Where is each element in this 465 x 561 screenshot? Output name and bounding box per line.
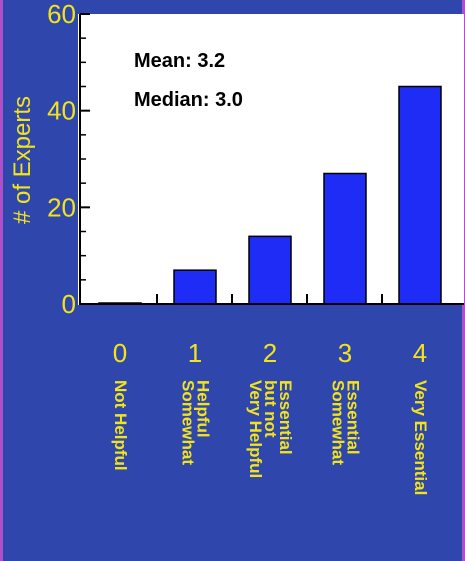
bar-1 bbox=[173, 269, 217, 305]
y-tick-label: 40 bbox=[47, 96, 76, 126]
category-description: Not Helpful bbox=[111, 380, 130, 471]
median-annotation: Median: 3.0 bbox=[134, 89, 243, 111]
x-tick-label: 0 bbox=[113, 338, 127, 368]
bar-3 bbox=[323, 172, 367, 305]
y-tick-label: 20 bbox=[47, 192, 76, 222]
y-tick-label: 60 bbox=[47, 0, 76, 29]
bar-4 bbox=[398, 85, 442, 305]
category-description: Very Essential bbox=[411, 380, 430, 495]
y-axis-label: # of Experts bbox=[9, 96, 36, 224]
category-description: Essential bbox=[344, 380, 363, 455]
category-description: Essential bbox=[276, 380, 295, 455]
mean-annotation: Mean: 3.2 bbox=[134, 50, 225, 72]
x-tick-label: 3 bbox=[338, 338, 352, 368]
x-tick-label: 1 bbox=[188, 338, 202, 368]
category-description: but not bbox=[261, 380, 280, 438]
category-description: Very Helpful bbox=[246, 380, 265, 478]
category-description: Somewhat bbox=[329, 380, 348, 465]
category-description: Somewhat bbox=[179, 380, 198, 465]
category-description: Helpful bbox=[194, 380, 213, 438]
x-tick-label: 2 bbox=[263, 338, 277, 368]
x-tick-label: 4 bbox=[413, 338, 427, 368]
bar-2 bbox=[248, 235, 292, 305]
y-tick-label: 0 bbox=[62, 289, 76, 319]
